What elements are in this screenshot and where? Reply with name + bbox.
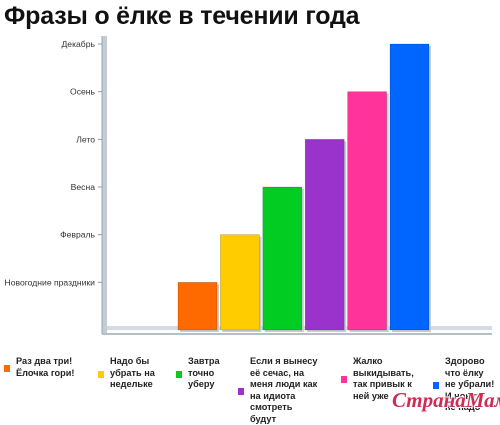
legend-label-line: Ёлочка гори!: [16, 368, 74, 380]
y-tick-label: Декабрь: [61, 39, 95, 49]
watermark-logo: СтранаМам: [392, 388, 500, 413]
legend-swatch: [341, 376, 347, 383]
legend-swatch: [4, 365, 10, 372]
legend-label-line: Если я вынесу: [250, 356, 317, 368]
bar: [263, 187, 302, 330]
y-tick-label: Новогодние праздники: [5, 277, 96, 287]
legend-label-line: уберу: [188, 379, 220, 391]
bar: [390, 44, 429, 330]
y-tick-label: Весна: [71, 182, 96, 192]
legend-label-line: её сечас, на: [250, 368, 317, 380]
legend-label-line: Здорово: [445, 356, 494, 368]
legend-swatch: [98, 371, 104, 378]
y-tick-label: Лето: [76, 134, 95, 144]
legend-label-line: на идиота: [250, 391, 317, 403]
legend-label-line: точно: [188, 368, 220, 380]
y-tick-label: Февраль: [60, 230, 95, 240]
legend-label-line: Надо бы: [110, 356, 155, 368]
legend-label-line: что ёлку: [445, 368, 494, 380]
legend-label-line: смотреть: [250, 402, 317, 414]
legend-label-line: Завтра: [188, 356, 220, 368]
bar: [220, 235, 259, 330]
legend-swatch: [176, 371, 182, 378]
bar: [178, 282, 217, 330]
legend-label-line: выкидывать,: [353, 368, 414, 380]
bar: [305, 139, 344, 330]
bar-chart: Новогодние праздники Февраль Весна Лето Осен…: [0, 0, 500, 350]
legend-swatch: [238, 388, 244, 395]
legend-label-line: будут: [250, 414, 317, 425]
y-axis-wall: [102, 36, 107, 334]
y-tick-label: Осень: [70, 87, 96, 97]
legend-label: Раз два три!Ёлочка гори!: [16, 356, 74, 379]
legend-label-line: меня люди как: [250, 379, 317, 391]
legend-label-line: Раз два три!: [16, 356, 74, 368]
bar: [348, 92, 387, 330]
legend-label-line: Жалко: [353, 356, 414, 368]
legend-label-line: недельке: [110, 379, 155, 391]
legend-label-line: убрать на: [110, 368, 155, 380]
